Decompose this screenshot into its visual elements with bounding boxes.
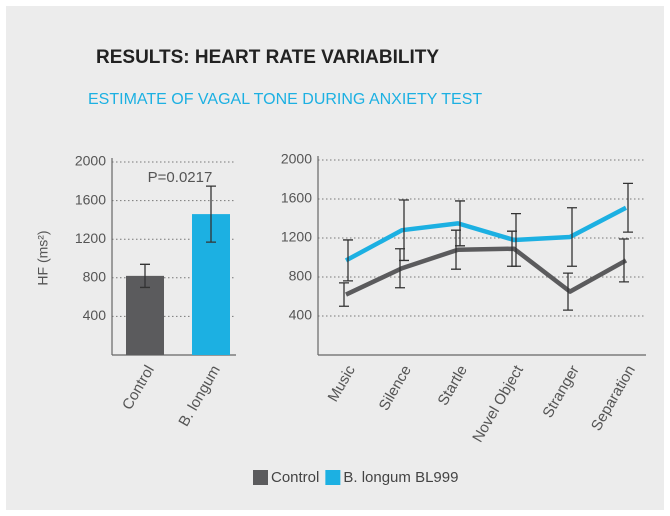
y-tick-label: 1200 <box>75 230 106 246</box>
y-tick-label: 400 <box>83 307 107 323</box>
panel <box>6 6 664 510</box>
legend-label: Control <box>271 469 319 486</box>
error-bar <box>140 263 150 289</box>
error-bar <box>395 248 405 289</box>
y-tick-label: 2000 <box>75 153 106 169</box>
legend-swatch <box>325 470 341 485</box>
y-tick-label: 800 <box>289 268 313 284</box>
error-bar <box>455 200 465 247</box>
error-bar <box>567 207 577 267</box>
chart-title: RESULTS: HEART RATE VARIABILITY <box>96 47 439 68</box>
error-bar <box>623 182 633 233</box>
error-bar <box>451 229 461 270</box>
line-series <box>345 246 628 297</box>
error-bar <box>343 239 353 282</box>
y-axis-label: HF (ms²) <box>35 230 51 285</box>
legend-label: B. longum BL999 <box>343 469 458 486</box>
error-bar <box>619 238 629 283</box>
error-bar <box>399 199 409 262</box>
y-tick-label: 400 <box>289 307 313 323</box>
bar <box>126 275 164 355</box>
error-bar <box>339 282 349 307</box>
y-tick-label: 800 <box>83 269 107 285</box>
error-bar <box>206 185 216 243</box>
line-series <box>344 205 628 263</box>
chart-subtitle: ESTIMATE OF VAGAL TONE DURING ANXIETY TE… <box>88 91 482 108</box>
y-tick-label: 2000 <box>281 151 312 167</box>
y-tick-label: 1200 <box>281 229 312 245</box>
legend-swatch <box>253 470 268 485</box>
y-tick-label: 1600 <box>281 190 312 206</box>
annotation: P=0.0217 <box>148 169 213 186</box>
error-bar <box>563 272 573 311</box>
error-bar <box>511 212 521 267</box>
y-tick-label: 1600 <box>75 191 106 207</box>
